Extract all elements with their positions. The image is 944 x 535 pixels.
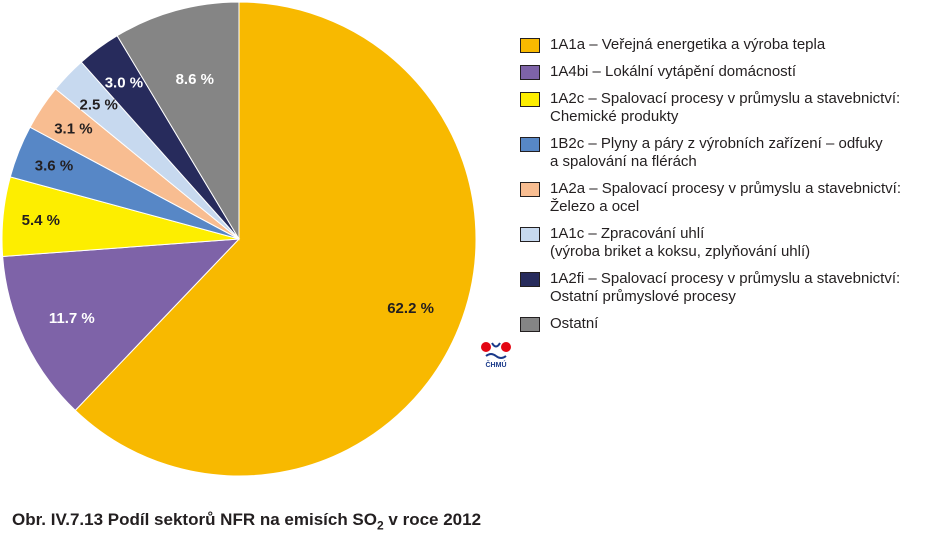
legend-item-6: 1A2fi – Spalovací procesy v průmyslu a s…: [520, 270, 940, 306]
legend-swatch-7: [520, 317, 540, 332]
legend-item-3: 1B2c – Plyny a páry z výrobních zařízení…: [520, 135, 940, 171]
legend-label-5: 1A1c – Zpracování uhlí (výroba briket a …: [550, 225, 811, 260]
pie-label-4: 3.1 %: [54, 120, 92, 137]
figure-caption: Obr. IV.7.13 Podíl sektorů NFR na emisíc…: [12, 510, 481, 532]
chmu-logo-icon: [481, 342, 511, 359]
pie-label-5: 2.5 %: [80, 97, 118, 114]
pie-label-0: 62.2 %: [387, 300, 434, 317]
legend-item-7: Ostatní: [520, 315, 940, 333]
caption-subscript: 2: [377, 518, 384, 533]
legend-swatch-1: [520, 65, 540, 80]
legend-swatch-4: [520, 182, 540, 197]
pie-label-6: 3.0 %: [105, 74, 143, 91]
legend-item-5: 1A1c – Zpracování uhlí (výroba briket a …: [520, 225, 940, 261]
logo-text: ČHMÚ: [485, 362, 507, 369]
caption-text: Obr. IV.7.13 Podíl sektorů NFR na emisíc…: [12, 510, 377, 529]
pie-label-2: 5.4 %: [22, 212, 60, 229]
pie-label-3: 3.6 %: [35, 157, 73, 174]
legend-item-0: 1A1a – Veřejná energetika a výroba tepla: [520, 36, 940, 54]
pie-slice-0: [74, 1, 477, 477]
legend-label-2: 1A2c – Spalovací procesy v průmyslu a st…: [550, 90, 901, 125]
legend-swatch-2: [520, 92, 540, 107]
legend: 1A1a – Veřejná energetika a výroba tepla…: [520, 36, 940, 342]
legend-label-0: 1A1a – Veřejná energetika a výroba tepla: [550, 36, 826, 53]
legend-label-6: 1A2fi – Spalovací procesy v průmyslu a s…: [550, 270, 901, 305]
legend-swatch-3: [520, 137, 540, 152]
legend-item-4: 1A2a – Spalovací procesy v průmyslu a st…: [520, 180, 940, 216]
pie-slices: [1, 1, 477, 477]
legend-label-4: 1A2a – Spalovací procesy v průmyslu a st…: [550, 180, 902, 215]
caption-suffix: v roce 2012: [383, 510, 482, 529]
pie-label-7: 8.6 %: [176, 71, 214, 88]
pie-slice-1: [2, 238, 241, 412]
pie-labels: 62.2 % 11.7 % 5.4 % 3.6 % 3.1 % 2.5 % 3.0 % 8.6…: [22, 71, 434, 327]
legend-swatch-0: [520, 38, 540, 53]
legend-swatch-5: [520, 227, 540, 242]
pie-label-1: 11.7 %: [49, 310, 95, 327]
legend-swatch-6: [520, 272, 540, 287]
legend-label-7: Ostatní: [550, 315, 599, 332]
legend-label-3: 1B2c – Plyny a páry z výrobních zařízení…: [550, 135, 883, 170]
pie-chart: 62.2 % 11.7 % 5.4 % 3.6 % 3.1 % 2.5 % 3.0 % 8.6…: [1, 1, 477, 477]
pie-slice-7: [116, 1, 240, 241]
legend-item-2: 1A2c – Spalovací procesy v průmyslu a st…: [520, 90, 940, 126]
chmu-logo: ČHMÚ: [478, 340, 514, 374]
legend-item-1: 1A4bi – Lokální vytápění domácností: [520, 63, 940, 81]
legend-label-1: 1A4bi – Lokální vytápění domácností: [550, 63, 796, 80]
